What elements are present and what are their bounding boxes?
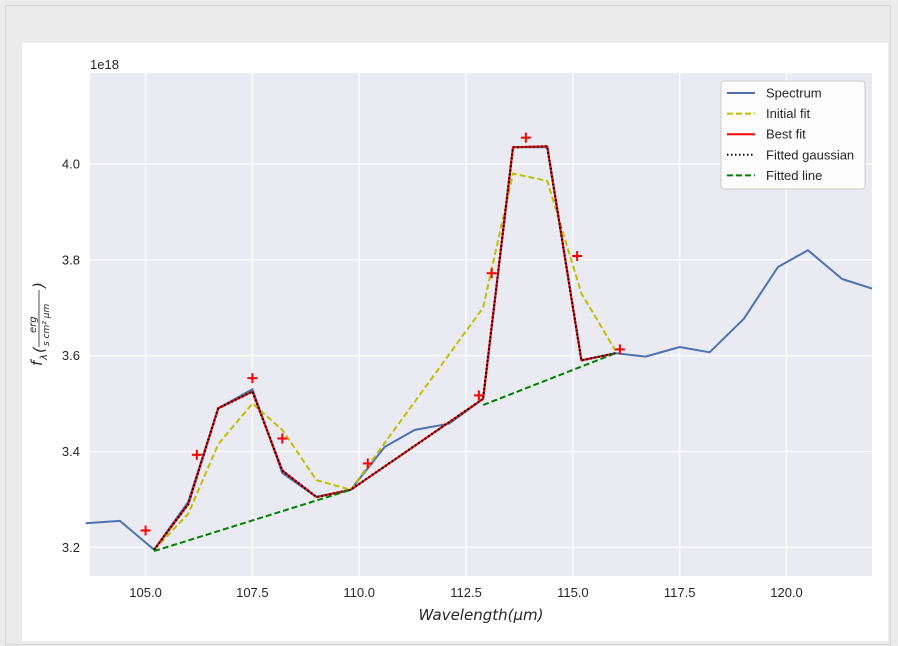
data-point-marker (572, 250, 583, 261)
legend: Spectrum Initial fit Best fit Fitted gaussi… (720, 80, 866, 190)
data-point-marker (247, 373, 258, 384)
x-tick-label: 120.0 (770, 585, 803, 600)
x-axis-label: Wavelength(μm) (419, 606, 544, 624)
y-label-sub: λ (39, 354, 50, 361)
y-label-main: f (28, 358, 46, 366)
y-tick-label: 3.4 (62, 444, 80, 459)
y-label-denominator: s cm² μm (42, 304, 52, 346)
fitted-gaussian-line (153, 145, 616, 551)
data-point-marker (277, 433, 288, 444)
x-tick-label: 105.0 (129, 585, 162, 600)
y-tick-label: 3.6 (62, 348, 80, 363)
x-tick-label: 107.5 (236, 585, 269, 600)
x-tick-label: 115.0 (557, 585, 589, 600)
initial-fit-line (153, 172, 617, 551)
legend-label-initial-fit: Initial fit (766, 106, 810, 121)
data-point-marker (614, 344, 625, 355)
spectrum-fit-chart: 105.0 107.5 110.0 112.5 115.0 117.5 120.0 3.2 3.… (28, 57, 873, 624)
window-frame: 105.0 107.5 110.0 112.5 115.0 117.5 120.0 3.2 3.… (5, 5, 891, 645)
data-point-marker (486, 268, 497, 279)
data-point-marker (520, 132, 531, 143)
data-point-marker (191, 449, 202, 460)
y-label-numerator: erg (28, 316, 39, 333)
y-tick-label: 3.8 (62, 252, 80, 267)
legend-box (720, 80, 866, 190)
legend-label-spectrum: Spectrum (766, 86, 822, 101)
legend-label-fitted-line: Fitted line (766, 168, 822, 183)
x-tick-label: 110.0 (343, 585, 375, 600)
legend-label-fitted-gaussian: Fitted gaussian (766, 147, 854, 162)
legend-label-best-fit: Best fit (766, 127, 806, 142)
y-label-open-paren: ( (30, 346, 48, 353)
figure-canvas: 105.0 107.5 110.0 112.5 115.0 117.5 120.0 3.2 3.… (22, 43, 888, 641)
y-axis-label: f λ ( erg s cm² μm ) (28, 282, 52, 366)
x-tick-label: 112.5 (450, 585, 482, 600)
y-tick-label: 4.0 (62, 157, 80, 172)
fitted-line-line (153, 488, 351, 553)
data-point-marker (473, 390, 484, 401)
y-tick-label: 3.2 (62, 540, 80, 555)
fitted-line-line (482, 352, 616, 406)
y-label-close-paren: ) (30, 282, 48, 289)
y-offset-text: 1e18 (90, 57, 119, 72)
data-point-marker (140, 525, 151, 536)
data-point-marker (362, 458, 373, 469)
x-tick-label: 117.5 (664, 585, 696, 600)
